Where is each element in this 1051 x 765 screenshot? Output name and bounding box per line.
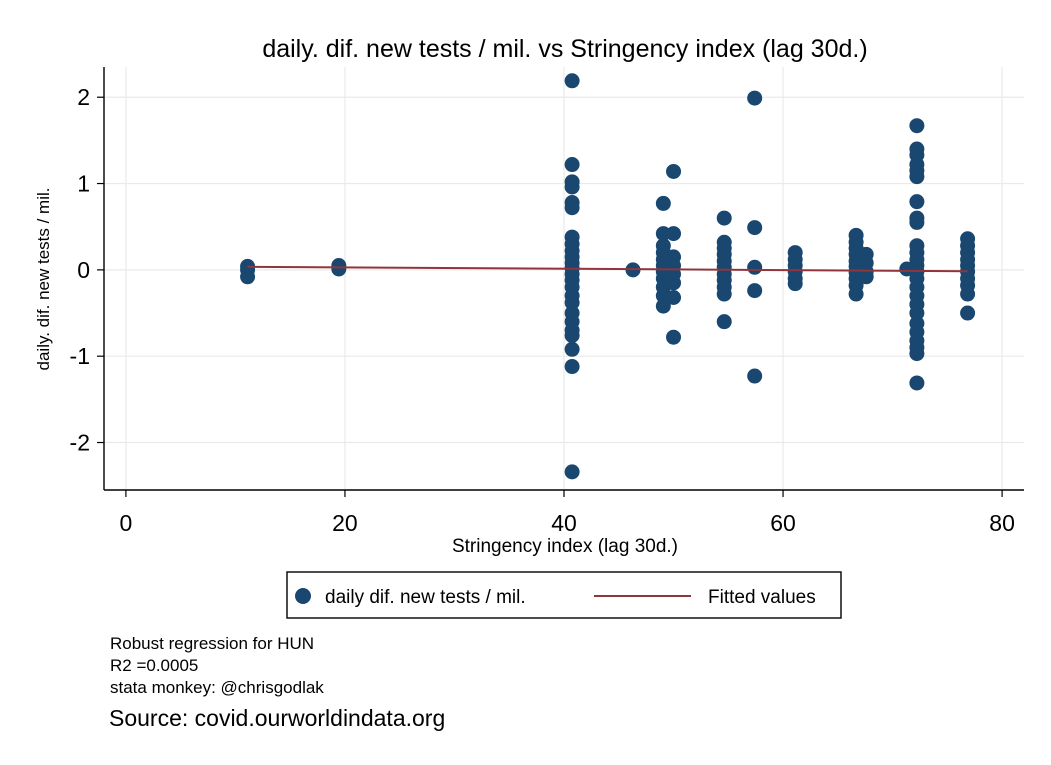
- tick-labels: 0 20 40 60 80 -2 -1 0 1 2: [70, 84, 1015, 536]
- y-tick-label: -1: [70, 343, 90, 369]
- x-tick-label: 60: [770, 510, 796, 536]
- axes: [97, 67, 1024, 497]
- data-point: [655, 195, 671, 211]
- x-tick-label: 20: [332, 510, 358, 536]
- legend: daily dif. new tests / mil. Fitted value…: [286, 571, 842, 619]
- note-credit: stata monkey: @chrisgodlak: [110, 678, 324, 697]
- data-point: [564, 341, 580, 357]
- x-axis-label: Stringency index (lag 30d.): [452, 536, 678, 557]
- data-point: [858, 269, 874, 285]
- data-point: [564, 200, 580, 216]
- grid-lines: [104, 67, 1024, 490]
- data-point: [747, 283, 763, 299]
- note-source: Source: covid.ourworldindata.org: [109, 705, 446, 731]
- data-point: [960, 305, 976, 321]
- data-point: [747, 90, 763, 106]
- data-point: [909, 305, 925, 321]
- data-point: [909, 194, 925, 210]
- note-r2: R2 =0.0005: [110, 656, 199, 675]
- data-point: [666, 289, 682, 305]
- data-point: [848, 286, 864, 302]
- data-point: [909, 169, 925, 185]
- legend-label-fitted: Fitted values: [708, 587, 816, 608]
- x-tick-label: 0: [120, 510, 133, 536]
- data-point: [564, 179, 580, 195]
- data-point: [666, 226, 682, 242]
- data-point: [666, 163, 682, 179]
- chart-title: daily. dif. new tests / mil. vs Stringen…: [262, 35, 867, 63]
- x-tick-label: 40: [551, 510, 577, 536]
- fitted-line-layer: [247, 265, 968, 273]
- data-point: [240, 269, 256, 285]
- data-point: [655, 298, 671, 314]
- y-tick-label: 2: [77, 84, 90, 110]
- data-point: [747, 220, 763, 236]
- data-point: [564, 327, 580, 343]
- scatter-chart: daily. dif. new tests / mil. vs Stringen…: [34, 35, 1024, 619]
- data-point: [960, 286, 976, 302]
- data-point: [716, 314, 732, 330]
- data-point: [909, 214, 925, 230]
- data-point: [909, 346, 925, 362]
- data-point: [909, 118, 925, 134]
- fitted-values-line: [247, 265, 968, 273]
- data-point: [716, 210, 732, 226]
- data-point: [331, 261, 347, 277]
- x-tick-label: 80: [989, 510, 1015, 536]
- legend-label-points: daily dif. new tests / mil.: [325, 587, 526, 608]
- data-point: [666, 275, 682, 291]
- legend-box: [286, 571, 842, 619]
- legend-marker-points: [295, 588, 311, 604]
- data-point: [564, 73, 580, 89]
- data-point: [564, 464, 580, 480]
- data-point: [716, 286, 732, 302]
- note-method: Robust regression for HUN: [110, 634, 315, 653]
- y-tick-label: 0: [77, 257, 90, 283]
- data-point: [564, 359, 580, 375]
- data-point: [564, 157, 580, 173]
- y-tick-label: -2: [70, 430, 90, 456]
- data-point: [747, 368, 763, 384]
- data-point: [787, 276, 803, 292]
- y-tick-label: 1: [77, 171, 90, 197]
- data-point: [666, 329, 682, 345]
- data-point: [909, 375, 925, 391]
- data-points: [240, 73, 976, 480]
- data-point: [564, 295, 580, 311]
- y-axis-label: daily. dif. new tests / mil.: [34, 188, 53, 371]
- data-point: [747, 259, 763, 275]
